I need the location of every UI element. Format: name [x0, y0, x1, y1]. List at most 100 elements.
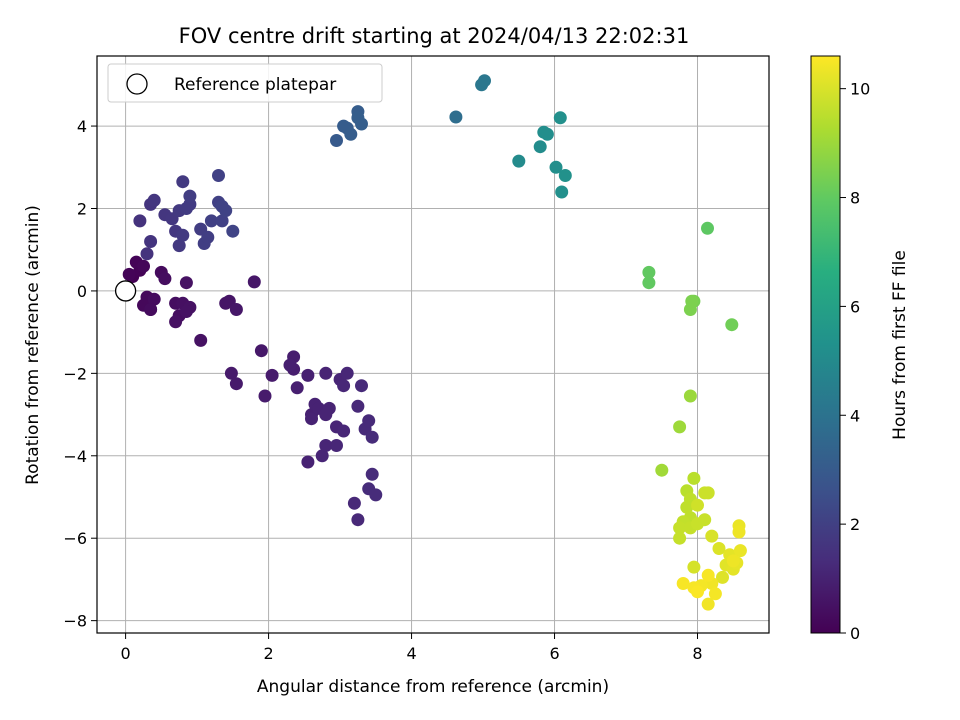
y-tick-label: 4: [77, 117, 87, 136]
x-axis-ticks: 0 2 4 6 8: [121, 633, 703, 663]
reference-marker: [114, 280, 137, 302]
data-point: [147, 193, 161, 207]
data-point: [478, 74, 491, 88]
data-point: [176, 175, 190, 189]
data-point: [169, 315, 183, 329]
data-point: [512, 154, 526, 168]
data-point: [283, 358, 297, 372]
data-point: [676, 577, 690, 590]
data-point: [254, 344, 268, 358]
data-point: [301, 455, 315, 469]
data-point: [362, 414, 376, 428]
colorbar-tick-label: 2: [850, 515, 860, 534]
data-point: [179, 305, 193, 318]
y-tick-label: −6: [63, 529, 87, 548]
data-point: [673, 521, 687, 535]
data-point: [229, 303, 243, 316]
data-point: [301, 368, 315, 382]
data-point: [555, 185, 569, 199]
data-point: [344, 127, 358, 141]
colorbar: 0 2 4 6 8 10 Hours from first FF file: [810, 55, 910, 643]
data-point: [687, 471, 701, 485]
y-tick-label: −8: [63, 612, 87, 631]
data-point: [183, 189, 197, 203]
data-point: [219, 204, 233, 218]
legend-box: [107, 63, 383, 103]
data-point: [725, 318, 739, 332]
scatter-points: [122, 74, 747, 611]
colorbar-label: Hours from first FF file: [890, 250, 910, 440]
data-point: [305, 412, 318, 426]
data-point: [558, 169, 572, 182]
data-point: [194, 333, 208, 347]
data-point: [229, 377, 243, 391]
colorbar-tick-label: 0: [850, 624, 860, 643]
data-point: [351, 399, 365, 413]
data-point: [553, 111, 567, 125]
data-point: [365, 430, 379, 444]
legend: Reference platepar: [107, 63, 383, 103]
data-point: [680, 500, 694, 514]
data-point: [708, 587, 722, 601]
data-point: [319, 366, 333, 380]
data-point: [224, 366, 238, 380]
grid-lines: [97, 56, 769, 633]
data-point: [449, 110, 463, 124]
data-point: [172, 239, 186, 253]
data-point: [201, 230, 215, 244]
data-point: [204, 214, 218, 228]
y-tick-label: 0: [77, 282, 87, 301]
data-point: [365, 467, 379, 481]
x-tick-label: 6: [549, 644, 559, 663]
data-point: [258, 389, 272, 403]
data-point: [642, 276, 656, 290]
chart-title: FOV centre drift starting at 2024/04/13 …: [179, 24, 690, 48]
data-point: [691, 498, 704, 512]
data-point: [687, 560, 701, 574]
data-point: [549, 160, 563, 174]
colorbar-tick-label: 10: [850, 80, 870, 99]
data-point: [685, 294, 699, 308]
data-point: [176, 228, 190, 242]
data-point: [683, 389, 697, 403]
y-axis-ticks: −8 −6 −4 −2 0 2 4: [63, 117, 97, 631]
data-point: [701, 568, 715, 582]
y-tick-label: −4: [63, 447, 87, 466]
data-point: [137, 259, 150, 273]
data-point: [330, 439, 343, 452]
data-point: [726, 554, 740, 568]
data-point: [655, 463, 669, 477]
data-point: [733, 544, 747, 558]
data-point: [732, 525, 746, 539]
legend-entry-reference: Reference platepar: [174, 75, 336, 95]
data-point: [158, 272, 172, 286]
data-point: [716, 570, 729, 584]
reference-point: [114, 280, 137, 302]
data-point: [642, 265, 656, 279]
data-point: [330, 134, 343, 147]
data-point: [691, 585, 704, 599]
data-point: [322, 401, 336, 415]
data-point: [144, 235, 158, 248]
data-point: [179, 276, 193, 290]
data-point: [673, 420, 687, 434]
data-point: [540, 127, 554, 141]
data-point: [701, 221, 714, 235]
y-axis-label: Rotation from reference (arcmin): [23, 205, 43, 485]
colorbar-tick-label: 6: [850, 297, 860, 316]
data-point: [340, 366, 354, 380]
data-point: [698, 513, 712, 527]
data-point: [212, 169, 225, 182]
data-point: [319, 439, 333, 452]
data-point: [698, 486, 712, 500]
data-point: [351, 513, 365, 527]
legend-marker: [126, 73, 148, 95]
data-point: [673, 531, 687, 545]
colorbar-gradient: [810, 55, 841, 634]
data-point: [712, 542, 726, 555]
data-point: [705, 529, 719, 543]
data-point: [147, 292, 161, 306]
data-point: [701, 597, 715, 611]
